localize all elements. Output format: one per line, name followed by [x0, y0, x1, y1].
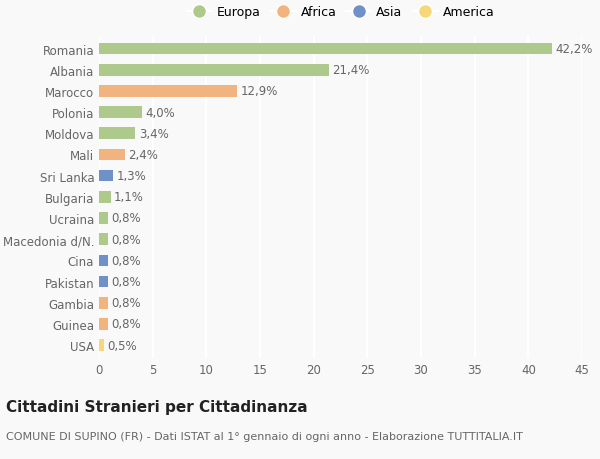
- Text: 3,4%: 3,4%: [139, 128, 169, 140]
- Bar: [99, 191, 111, 203]
- Bar: [99, 107, 142, 118]
- Bar: [99, 340, 104, 351]
- Text: 0,8%: 0,8%: [111, 275, 140, 288]
- Text: 21,4%: 21,4%: [332, 64, 369, 77]
- Bar: [99, 170, 113, 182]
- Text: 0,8%: 0,8%: [111, 212, 140, 225]
- Text: 12,9%: 12,9%: [241, 85, 278, 98]
- Bar: [99, 128, 136, 140]
- Bar: [99, 319, 107, 330]
- Text: 0,8%: 0,8%: [111, 233, 140, 246]
- Bar: [99, 65, 329, 76]
- Text: COMUNE DI SUPINO (FR) - Dati ISTAT al 1° gennaio di ogni anno - Elaborazione TUT: COMUNE DI SUPINO (FR) - Dati ISTAT al 1°…: [6, 431, 523, 442]
- Bar: [99, 276, 107, 288]
- Text: 1,3%: 1,3%: [116, 170, 146, 183]
- Text: 1,1%: 1,1%: [114, 191, 144, 204]
- Text: 0,8%: 0,8%: [111, 297, 140, 309]
- Bar: [99, 255, 107, 267]
- Text: 0,8%: 0,8%: [111, 318, 140, 330]
- Text: 0,5%: 0,5%: [107, 339, 137, 352]
- Bar: [99, 44, 552, 55]
- Text: Cittadini Stranieri per Cittadinanza: Cittadini Stranieri per Cittadinanza: [6, 399, 308, 414]
- Bar: [99, 297, 107, 309]
- Bar: [99, 213, 107, 224]
- Legend: Europa, Africa, Asia, America: Europa, Africa, Asia, America: [182, 1, 499, 24]
- Bar: [99, 234, 107, 246]
- Text: 4,0%: 4,0%: [145, 106, 175, 119]
- Bar: [99, 86, 238, 97]
- Bar: [99, 149, 125, 161]
- Text: 0,8%: 0,8%: [111, 254, 140, 267]
- Text: 42,2%: 42,2%: [555, 43, 593, 56]
- Text: 2,4%: 2,4%: [128, 149, 158, 162]
